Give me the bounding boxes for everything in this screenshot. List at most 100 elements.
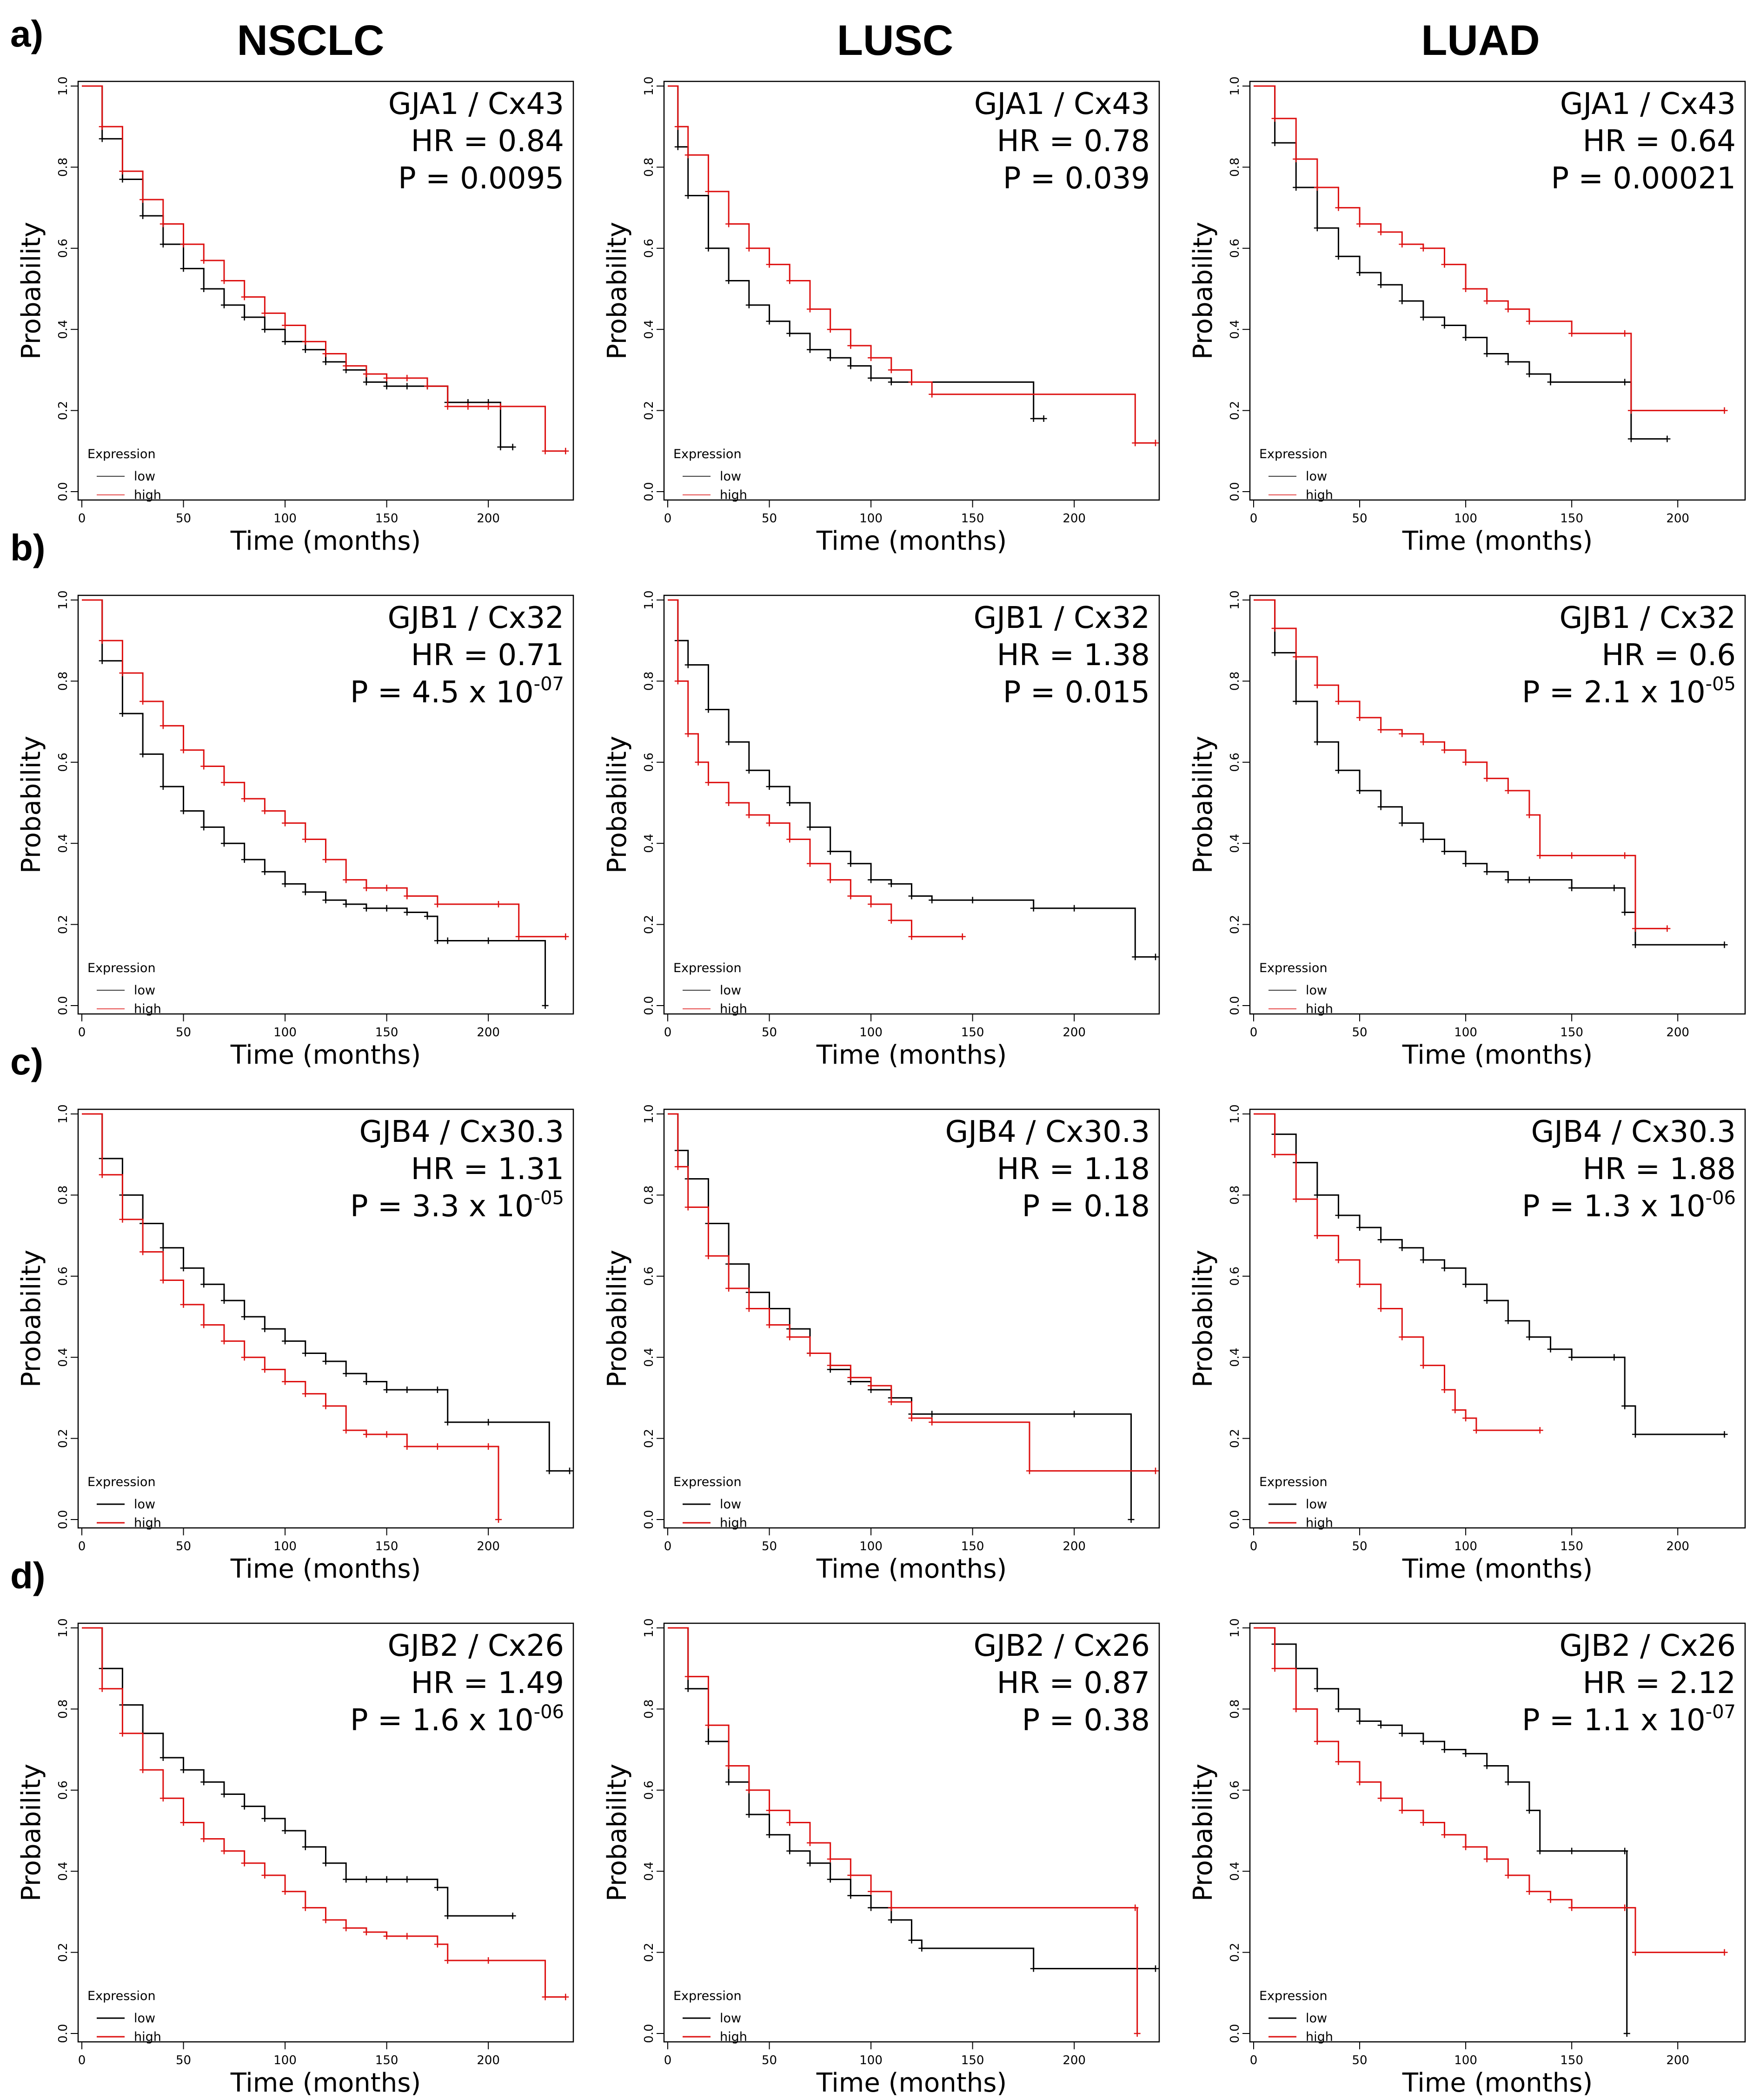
x-tick-label: 0 [78, 1540, 86, 1553]
censor-mark [888, 1399, 895, 1406]
censor-mark [888, 1904, 895, 1911]
legend-title: Expression [1259, 961, 1328, 975]
p-value: P = 1.6 x 10-06 [350, 1701, 564, 1738]
censor-mark [302, 1843, 309, 1850]
censor-mark [1399, 298, 1406, 305]
censor-mark [745, 767, 752, 774]
gene-label: GJB4 / Cx30.3 [1531, 1115, 1736, 1149]
x-tick-label: 200 [477, 1540, 500, 1553]
censor-mark [1462, 1750, 1469, 1757]
censor-mark [1335, 1256, 1342, 1263]
x-axis-title: Time (months) [230, 1554, 421, 1584]
censor-mark [159, 1244, 166, 1251]
censor-mark [1505, 787, 1512, 794]
censor-mark [806, 824, 813, 831]
km-panel-c-NSCLC: 0 50 100 150 200 0.0 0.2 0.4 0.6 0.8 1.0 Time (mont… [16, 1104, 574, 1584]
censor-mark [1399, 1333, 1406, 1340]
censor-mark [1483, 350, 1490, 357]
censor-mark [1505, 306, 1512, 313]
x-tick-label: 200 [477, 512, 500, 526]
censor-mark [868, 1888, 875, 1895]
x-tick-label: 0 [1250, 1540, 1258, 1553]
censor-mark [542, 447, 549, 454]
censor-mark [444, 403, 451, 410]
censor-mark [119, 176, 126, 183]
censor-mark [241, 1354, 248, 1361]
censor-mark [200, 1281, 207, 1288]
censor-mark [1314, 184, 1321, 191]
censor-mark [908, 379, 915, 386]
censor-mark [1152, 1965, 1159, 1972]
x-tick-label: 100 [859, 2053, 883, 2067]
censor-mark [786, 277, 793, 284]
censor-mark [497, 444, 504, 451]
km-curve-high [82, 85, 566, 452]
censor-mark [1271, 140, 1278, 147]
censor-mark [1483, 1856, 1490, 1863]
p-value-mantissa: P = 1.3 x 10 [1522, 1189, 1706, 1224]
y-tick-label: 1.0 [56, 1104, 70, 1123]
censor-mark [1664, 435, 1671, 442]
censor-mark [444, 1419, 451, 1426]
x-tick-label: 100 [1454, 1026, 1477, 1040]
censor-mark [180, 807, 187, 814]
censor-mark [302, 888, 309, 895]
censor-mark [868, 354, 875, 361]
censor-mark [684, 1204, 691, 1211]
censor-mark [282, 1888, 289, 1895]
y-tick-label: 0.6 [1228, 1780, 1242, 1800]
y-tick-label: 0.2 [1228, 1943, 1242, 1962]
censor-mark [383, 1933, 390, 1940]
y-tick-label: 0.4 [1228, 320, 1242, 339]
censor-mark [261, 1326, 268, 1333]
censor-mark [1632, 1949, 1639, 1956]
censor-mark [725, 1779, 732, 1786]
censor-mark [404, 1876, 411, 1883]
censor-mark [322, 897, 329, 904]
y-tick-label: 0.0 [56, 1510, 70, 1529]
y-tick-label: 0.8 [642, 672, 656, 691]
censor-mark [485, 403, 492, 410]
censor-mark [1335, 767, 1342, 774]
x-tick-label: 0 [664, 1026, 672, 1040]
censor-mark [1721, 407, 1728, 414]
censor-mark [705, 706, 712, 713]
censor-mark [1526, 812, 1533, 819]
censor-mark [180, 1767, 187, 1773]
hazard-ratio: HR = 1.18 [997, 1152, 1150, 1187]
censor-mark [847, 1892, 854, 1899]
censor-mark [562, 1993, 569, 2000]
x-tick-label: 150 [1560, 1540, 1583, 1553]
censor-mark [806, 306, 813, 313]
censor-mark [705, 1253, 712, 1260]
censor-mark [1420, 314, 1427, 321]
censor-mark [404, 1386, 411, 1393]
censor-mark [404, 1443, 411, 1450]
x-tick-label: 100 [1454, 512, 1477, 526]
censor-mark [745, 1811, 752, 1818]
km-panel-a-LUAD: 0 50 100 150 200 0.0 0.2 0.4 0.6 0.8 1.0 Time (mont… [1188, 76, 1746, 556]
km-curve-high [668, 599, 963, 938]
censor-mark [180, 265, 187, 272]
hazard-ratio: HR = 1.38 [997, 638, 1150, 673]
censor-mark [1377, 1305, 1384, 1312]
censor-mark [99, 637, 106, 644]
y-tick-label: 0.0 [56, 996, 70, 1015]
censor-mark [1632, 941, 1639, 948]
y-tick-label: 1.0 [56, 590, 70, 609]
censor-mark [1356, 1224, 1363, 1231]
censor-mark [282, 1378, 289, 1385]
y-tick-label: 0.4 [56, 1862, 70, 1881]
y-tick-label: 0.4 [56, 320, 70, 339]
censor-mark [200, 1835, 207, 1842]
censor-mark [159, 783, 166, 790]
censor-mark [969, 897, 976, 904]
censor-mark [1441, 261, 1448, 268]
p-value-mantissa: P = 3.3 x 10 [350, 1189, 534, 1224]
legend-label-low: low [1306, 983, 1327, 998]
censor-mark [404, 893, 411, 900]
censor-mark [1536, 1427, 1543, 1434]
legend-label-high: high [134, 2030, 161, 2044]
plot-frame [663, 1622, 1160, 2043]
censor-mark [1134, 2030, 1141, 2037]
